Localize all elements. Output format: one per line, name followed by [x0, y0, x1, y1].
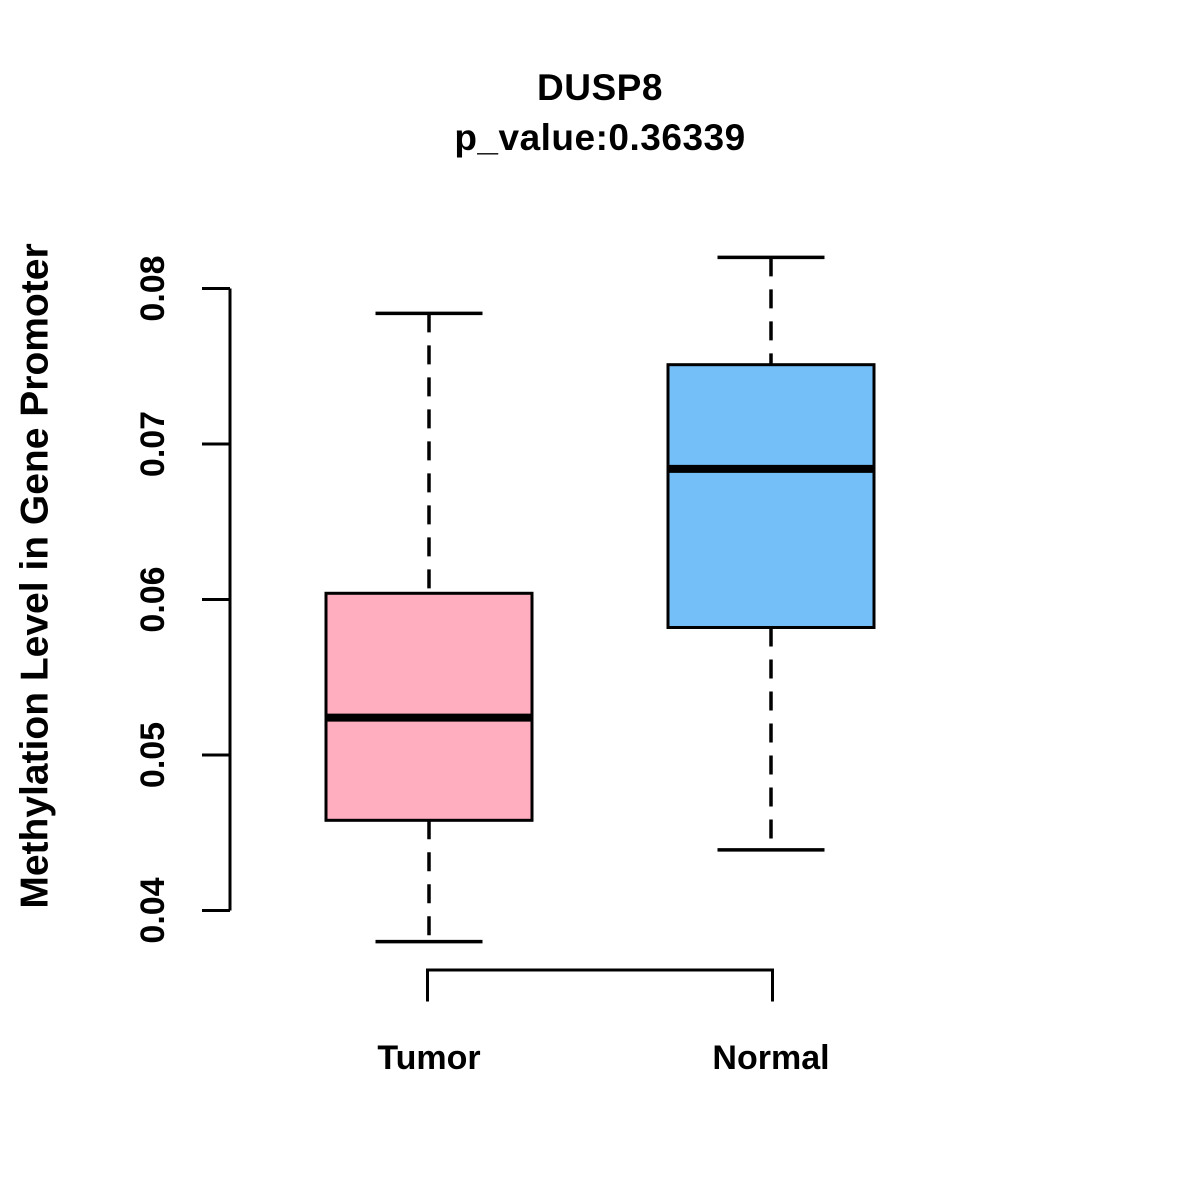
y-tick-label: 0.08	[134, 255, 172, 321]
y-tick-label: 0.07	[134, 411, 172, 477]
y-tick-label: 0.04	[134, 877, 172, 943]
x-category-label-tumor: Tumor	[377, 1039, 481, 1077]
x-axis-bracket	[426, 968, 774, 1002]
normal-box	[666, 363, 876, 629]
chart-subtitle: p_value:0.36339	[454, 117, 746, 158]
x-category-label-normal: Normal	[712, 1039, 830, 1077]
tumor-box	[324, 591, 534, 822]
chart-title: DUSP8	[537, 67, 663, 108]
y-tick-label: 0.05	[134, 722, 172, 788]
y-tick-label: 0.06	[134, 566, 172, 632]
